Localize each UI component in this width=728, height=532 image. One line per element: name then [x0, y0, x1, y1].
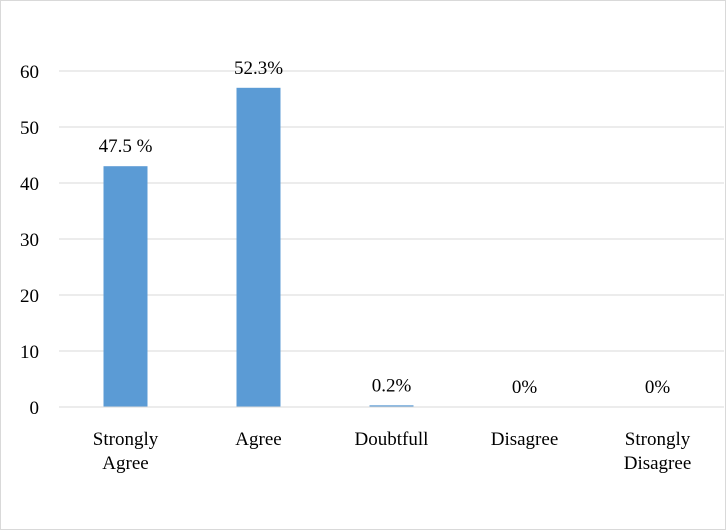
category-label: Doubtfull	[355, 429, 429, 450]
y-tick-label: 40	[20, 174, 39, 195]
category-label: Agree	[235, 429, 281, 450]
y-tick-label: 60	[20, 62, 39, 83]
y-tick-label: 20	[20, 286, 39, 307]
data-label: 52.3%	[234, 58, 283, 79]
data-labels: 47.5 % 52.3% 0.2% 0% 0%	[99, 58, 671, 398]
y-tick-label: 50	[20, 118, 39, 139]
gridlines	[59, 70, 724, 352]
data-label: 0%	[645, 377, 671, 398]
y-axis-ticks: 0 10 20 30 40 50 60	[20, 62, 39, 419]
data-label: 0%	[512, 377, 538, 398]
bar-agree	[236, 87, 281, 408]
y-tick-label: 30	[20, 230, 39, 251]
bars	[103, 87, 414, 408]
category-label: Strongly	[93, 429, 159, 450]
data-label: 47.5 %	[99, 136, 153, 157]
category-label: Agree	[102, 453, 148, 474]
bar-strongly-agree	[103, 166, 148, 407]
category-label: Disagree	[491, 429, 559, 450]
y-tick-label: 10	[20, 342, 39, 363]
bar-doubtfull	[369, 405, 414, 407]
category-labels: Strongly Agree Agree Doubtfull Disagree Stron…	[93, 429, 691, 474]
category-label: Disagree	[624, 453, 692, 474]
category-label: Strongly	[625, 429, 691, 450]
data-label: 0.2%	[372, 375, 412, 396]
y-tick-label: 0	[30, 398, 40, 419]
